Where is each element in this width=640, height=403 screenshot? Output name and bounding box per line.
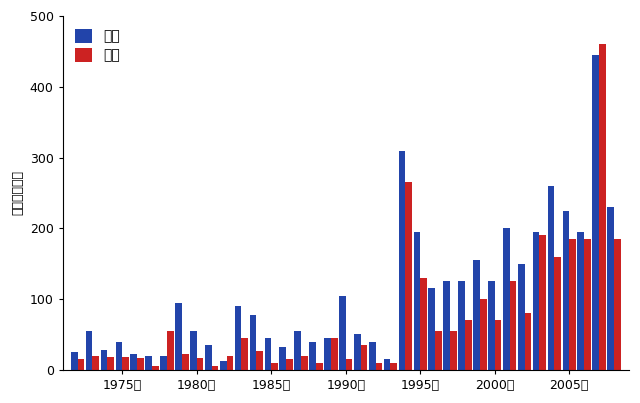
- Bar: [196, 358, 204, 370]
- Bar: [71, 352, 77, 370]
- Bar: [593, 55, 599, 370]
- Bar: [458, 281, 465, 370]
- Bar: [607, 207, 614, 370]
- Bar: [450, 331, 457, 370]
- Bar: [301, 356, 308, 370]
- Bar: [390, 363, 397, 370]
- Bar: [554, 257, 561, 370]
- Bar: [227, 356, 234, 370]
- Bar: [116, 342, 122, 370]
- Bar: [167, 331, 173, 370]
- Bar: [429, 289, 435, 370]
- Bar: [316, 363, 323, 370]
- Bar: [331, 338, 337, 370]
- Bar: [525, 313, 531, 370]
- Bar: [235, 306, 241, 370]
- Bar: [577, 232, 584, 370]
- Bar: [503, 229, 509, 370]
- Bar: [122, 357, 129, 370]
- Bar: [93, 356, 99, 370]
- Bar: [435, 331, 442, 370]
- Bar: [220, 361, 227, 370]
- Bar: [280, 347, 286, 370]
- Bar: [532, 232, 540, 370]
- Bar: [570, 239, 576, 370]
- Bar: [518, 264, 525, 370]
- Bar: [584, 239, 591, 370]
- Bar: [182, 354, 189, 370]
- Bar: [250, 315, 257, 370]
- Bar: [100, 350, 108, 370]
- Bar: [376, 363, 382, 370]
- Bar: [488, 281, 495, 370]
- Bar: [444, 281, 450, 370]
- Bar: [77, 359, 84, 370]
- Bar: [420, 278, 427, 370]
- Bar: [175, 303, 182, 370]
- Bar: [399, 151, 405, 370]
- Bar: [540, 235, 546, 370]
- Bar: [190, 331, 196, 370]
- Bar: [241, 338, 248, 370]
- Bar: [384, 359, 390, 370]
- Legend: 男性, 女性: 男性, 女性: [70, 23, 125, 68]
- Bar: [324, 338, 331, 370]
- Bar: [369, 342, 376, 370]
- Bar: [160, 356, 167, 370]
- Bar: [614, 239, 621, 370]
- Bar: [405, 183, 412, 370]
- Bar: [480, 299, 486, 370]
- Bar: [309, 342, 316, 370]
- Bar: [599, 44, 606, 370]
- Bar: [473, 260, 480, 370]
- Bar: [271, 363, 278, 370]
- Bar: [548, 186, 554, 370]
- Bar: [152, 366, 159, 370]
- Bar: [212, 366, 218, 370]
- Bar: [509, 281, 516, 370]
- Bar: [205, 345, 212, 370]
- Bar: [361, 345, 367, 370]
- Bar: [495, 320, 502, 370]
- Bar: [339, 295, 346, 370]
- Bar: [563, 211, 570, 370]
- Bar: [294, 331, 301, 370]
- Y-axis label: 死亡数（人）: 死亡数（人）: [11, 170, 24, 216]
- Bar: [86, 331, 93, 370]
- Bar: [354, 334, 361, 370]
- Bar: [108, 357, 114, 370]
- Bar: [137, 358, 144, 370]
- Bar: [145, 356, 152, 370]
- Bar: [413, 232, 420, 370]
- Bar: [257, 351, 263, 370]
- Bar: [131, 354, 137, 370]
- Bar: [465, 320, 472, 370]
- Bar: [264, 338, 271, 370]
- Bar: [346, 359, 353, 370]
- Bar: [286, 359, 293, 370]
